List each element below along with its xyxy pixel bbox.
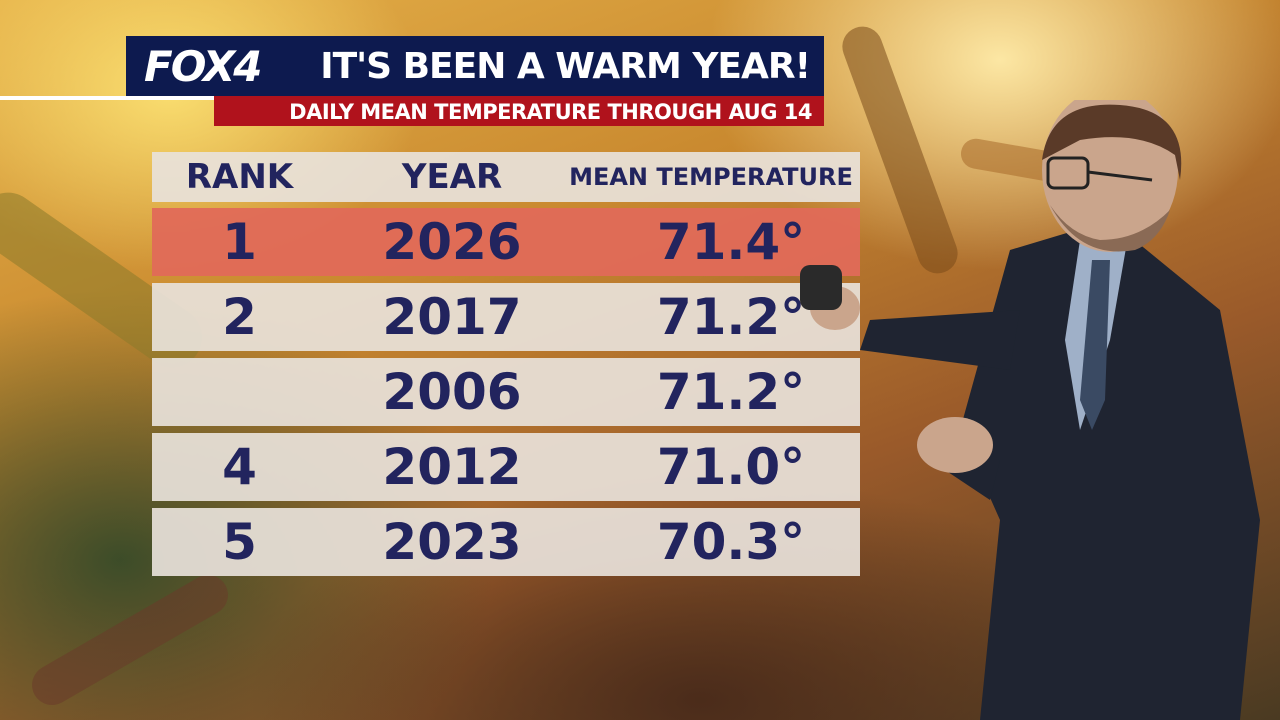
background-wheat-stalk bbox=[24, 567, 236, 713]
rank-cell: 4 bbox=[222, 438, 257, 496]
title-accent-line bbox=[0, 96, 214, 100]
station-logo: FOX4 bbox=[144, 42, 263, 91]
table-row: 4 2012 71.0° bbox=[152, 433, 860, 501]
rank-cell: 1 bbox=[222, 213, 257, 271]
column-header-rank: RANK bbox=[185, 157, 294, 197]
temperature-cell: 71.2° bbox=[656, 363, 806, 421]
temperature-cell: 71.0° bbox=[656, 438, 806, 496]
temperature-cell: 71.4° bbox=[656, 213, 806, 271]
year-cell: 2023 bbox=[382, 513, 522, 571]
rank-cell: 5 bbox=[222, 513, 257, 571]
title-banner: FOX4 IT'S BEEN A WARM YEAR! DAILY MEAN T… bbox=[126, 36, 824, 126]
table-row: 1 2026 71.4° bbox=[152, 208, 860, 276]
table-row: 2 2017 71.2° bbox=[152, 283, 860, 351]
temperature-cell: 71.2° bbox=[656, 288, 806, 346]
year-cell: 2012 bbox=[382, 438, 522, 496]
column-header-mean-temperature: MEAN TEMPERATURE bbox=[569, 163, 853, 191]
table-row: 2006 71.2° bbox=[152, 358, 860, 426]
rank-cell: 2 bbox=[222, 288, 257, 346]
year-cell: 2026 bbox=[382, 213, 522, 271]
meteorologist-figure bbox=[800, 100, 1260, 720]
rank-cell bbox=[152, 358, 327, 426]
column-header-year: YEAR bbox=[401, 157, 503, 197]
table-header: RANK YEAR MEAN TEMPERATURE bbox=[152, 152, 860, 202]
year-cell: 2017 bbox=[382, 288, 522, 346]
subheadline: DAILY MEAN TEMPERATURE THROUGH AUG 14 bbox=[289, 100, 812, 124]
ranking-table: RANK YEAR MEAN TEMPERATURE 1 2026 71.4° … bbox=[152, 152, 860, 576]
headline: IT'S BEEN A WARM YEAR! bbox=[320, 46, 811, 87]
temperature-cell: 70.3° bbox=[656, 513, 806, 571]
year-cell: 2006 bbox=[382, 363, 522, 421]
title-banner-top: FOX4 IT'S BEEN A WARM YEAR! bbox=[126, 36, 824, 96]
title-banner-sub: DAILY MEAN TEMPERATURE THROUGH AUG 14 bbox=[214, 96, 824, 126]
table-row: 5 2023 70.3° bbox=[152, 508, 860, 576]
